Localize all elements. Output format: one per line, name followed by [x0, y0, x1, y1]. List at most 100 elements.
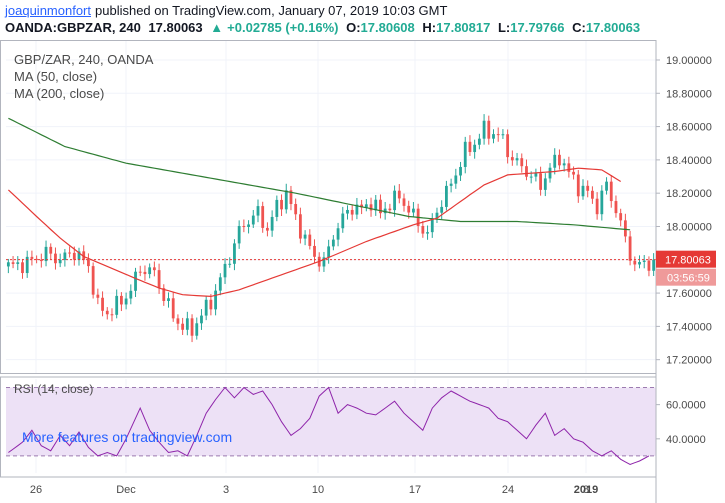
candle-body [115, 295, 119, 315]
time-tick-label: 24 [502, 484, 514, 496]
candle-body [449, 183, 453, 186]
rsi-axis[interactable]: 60.0000 40.0000 [656, 400, 706, 446]
candle-body [360, 204, 364, 208]
high-label: H: [422, 20, 437, 35]
candle-body [605, 181, 608, 191]
candle-body [652, 259, 656, 271]
candle-body [440, 206, 444, 213]
candle-body [477, 138, 481, 145]
price-tags: 17.80063 03:56:59 [656, 250, 716, 286]
countdown-tag [656, 268, 716, 286]
candle-body [101, 297, 104, 311]
candle-body [468, 141, 472, 153]
candle-body [143, 271, 147, 275]
rsi-tick-label: 40.0000 [666, 434, 706, 446]
price-tick-label: 18.00000 [666, 221, 712, 233]
candle-body [558, 154, 561, 166]
candle-body [251, 215, 255, 225]
rsi-overbought-oversold-band [6, 387, 656, 456]
time-tick-label: Dec [116, 484, 136, 496]
candle-body [148, 267, 152, 275]
countdown-tag-label: 03:56:59 [667, 273, 710, 285]
candle-body [647, 260, 651, 271]
candle-body [171, 298, 175, 319]
candle-body [313, 245, 316, 257]
symbol-label: OANDA:GBPZAR, 240 [5, 20, 141, 35]
candle-body [595, 198, 599, 215]
candle-body [350, 209, 354, 215]
candle-body [388, 208, 392, 211]
rsi-tick-label: 60.0000 [666, 400, 706, 412]
ma200-line [8, 117, 631, 231]
candle-body [11, 262, 15, 264]
candle-body [266, 227, 269, 231]
candle-body [572, 171, 575, 175]
candle-body [298, 214, 302, 239]
candle-body [152, 267, 156, 271]
candle-body [275, 199, 279, 217]
candle-body [435, 212, 439, 219]
candle-body [218, 277, 222, 291]
candle-body [233, 243, 236, 264]
publish-line: joaquinmonfort published on TradingView.c… [5, 3, 447, 18]
candle-body [16, 262, 20, 264]
price-chart[interactable]: 19.00000 18.80000 18.60000 18.40000 18.20000… [0, 40, 725, 503]
candle-body [567, 163, 571, 172]
candle-body [336, 228, 340, 240]
candle-body [506, 134, 510, 158]
candle-body [421, 226, 425, 234]
author-link[interactable]: joaquinmonfort [5, 3, 91, 18]
candle-body [270, 216, 274, 231]
candle-body [63, 252, 67, 260]
candle-body [110, 314, 114, 316]
candle-body [619, 213, 623, 221]
candle-body [600, 190, 604, 215]
ma200-legend[interactable]: MA (200, close) [14, 86, 104, 101]
candle-body [167, 298, 170, 301]
candle-body [397, 190, 401, 199]
promo-link[interactable]: More features on tradingview.com [22, 429, 232, 445]
low-value: 17.79766 [510, 20, 565, 35]
candle-body [190, 318, 194, 336]
candle-body [124, 298, 128, 305]
high-value: 17.80817 [436, 20, 491, 35]
candle-body [228, 263, 232, 265]
candle-body [261, 206, 265, 228]
price-tick-label: 17.60000 [666, 288, 712, 300]
candle-body [96, 294, 100, 298]
candle-body [105, 310, 109, 315]
candle-body [515, 158, 519, 161]
time-tick-label: 10 [312, 484, 324, 496]
candle-body [430, 218, 434, 233]
candle-body [280, 199, 283, 210]
candle-body [633, 260, 637, 265]
candle-body [58, 259, 62, 264]
candle-body [562, 163, 566, 166]
rsi-legend[interactable]: RSI (14, close) [14, 382, 93, 396]
candle-body [77, 251, 81, 260]
candle-body [195, 323, 199, 336]
last-price-tag-label: 17.80063 [665, 255, 711, 267]
candle-body [308, 234, 312, 246]
rsi-band [6, 387, 656, 457]
candle-body [72, 252, 76, 260]
candle-body [256, 206, 260, 216]
time-tick-label: 2019 [574, 484, 598, 496]
candle-body [496, 134, 500, 136]
last-price-tag [656, 250, 716, 268]
candle-body [91, 266, 95, 295]
candle-body [492, 134, 495, 139]
candle-body [463, 141, 467, 167]
moving-averages [6, 117, 656, 298]
ma50-line [7, 167, 622, 298]
candle-body [407, 205, 411, 213]
price-tick-label: 18.20000 [666, 188, 712, 200]
candle-body [482, 120, 486, 139]
price-axis[interactable]: 19.00000 18.80000 18.60000 18.40000 18.20000… [656, 55, 712, 367]
publish-info: published on TradingView.com, January 07… [95, 3, 448, 18]
ma50-legend[interactable]: MA (50, close) [14, 69, 97, 84]
candle-body [322, 257, 326, 267]
candle-body [39, 259, 43, 262]
candle-body [341, 213, 345, 229]
